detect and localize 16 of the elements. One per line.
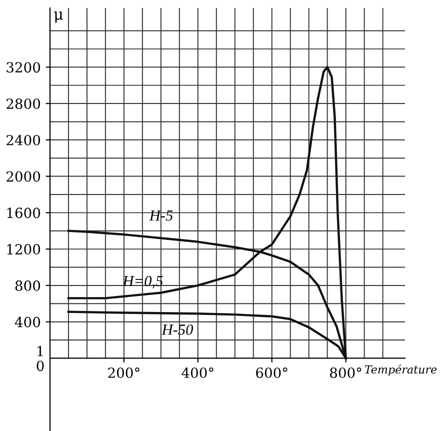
x-tick-label: 400° <box>182 368 214 378</box>
x-axis-title: Température <box>364 364 437 376</box>
y-tick-label: 3200 <box>6 62 40 73</box>
y-tick-label: 2800 <box>6 98 40 109</box>
x-tick-label: 600° <box>256 368 288 378</box>
y-tick-label: 1200 <box>7 244 40 255</box>
y-tick-label: 400 <box>14 316 40 328</box>
y-tick-label: 1600 <box>7 208 40 218</box>
y-tick-label: 800 <box>15 280 40 291</box>
x-tick-label: 200° <box>108 368 140 378</box>
y-tick-label: 2400 <box>6 134 40 146</box>
y-tick-label: 2000 <box>6 171 40 182</box>
text: 0 <box>36 360 44 372</box>
text: 1 <box>38 346 43 356</box>
x-tick-label: 800° <box>330 368 362 378</box>
y-axis-title: μ <box>54 12 63 23</box>
